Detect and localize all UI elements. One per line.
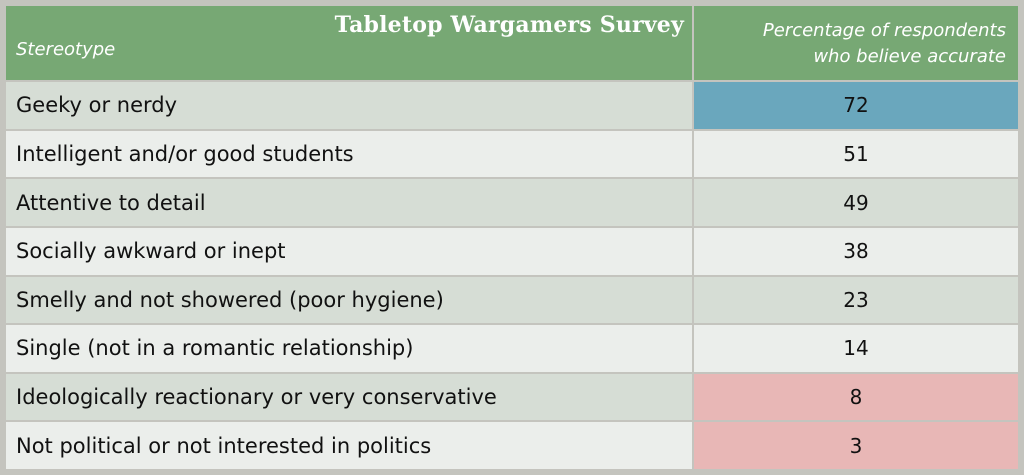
row-label: Geeky or nerdy xyxy=(6,82,692,129)
stereotype-table: Tabletop Wargamers Survey Stereotype Per… xyxy=(6,6,1018,469)
row-value: 23 xyxy=(694,276,1018,324)
row-value: 38 xyxy=(694,227,1018,275)
column-header-percentage-line2: who believe accurate xyxy=(813,46,1006,67)
row-value: 14 xyxy=(694,325,1018,372)
row-value: 8 xyxy=(694,373,1018,421)
row-value: 3 xyxy=(694,422,1018,469)
header-left-cell: Tabletop Wargamers Survey Stereotype xyxy=(6,6,692,80)
table-title: Tabletop Wargamers Survey xyxy=(334,12,684,38)
column-header-stereotype: Stereotype xyxy=(16,39,116,60)
row-label: Attentive to detail xyxy=(6,179,692,226)
column-header-percentage: Percentage of respondents who believe ac… xyxy=(694,6,1018,80)
row-label: Ideologically reactionary or very conser… xyxy=(6,373,692,421)
row-label: Socially awkward or inept xyxy=(6,227,692,275)
row-value: 51 xyxy=(694,130,1018,178)
row-label: Smelly and not showered (poor hygiene) xyxy=(6,276,692,324)
column-header-percentage-line1: Percentage of respondents xyxy=(762,20,1006,41)
row-label: Not political or not interested in polit… xyxy=(6,422,692,469)
row-label: Single (not in a romantic relationship) xyxy=(6,325,692,372)
row-label: Intelligent and/or good students xyxy=(6,130,692,178)
row-value: 72 xyxy=(694,82,1018,129)
row-value: 49 xyxy=(694,179,1018,226)
